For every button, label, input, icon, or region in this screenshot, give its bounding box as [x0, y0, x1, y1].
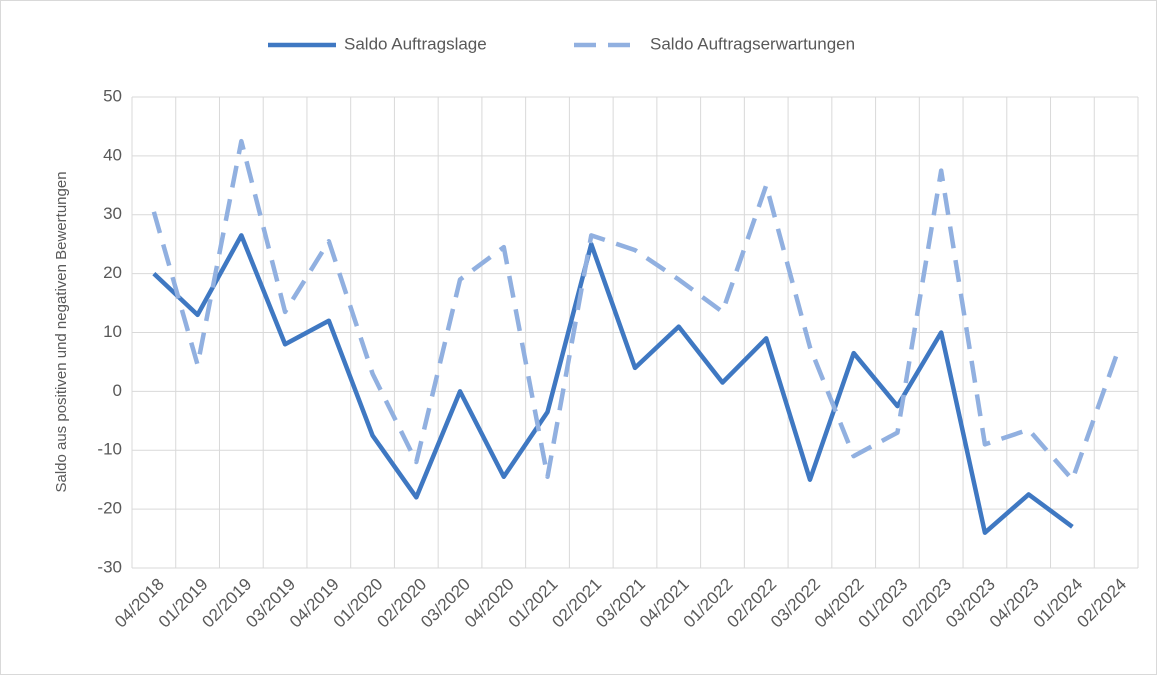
line-series: [151, 138, 1119, 482]
y-tick-label: -30: [97, 557, 122, 576]
y-tick-label: 10: [103, 322, 122, 341]
y-tick-label: -10: [97, 440, 122, 459]
y-tick-label: 20: [103, 263, 122, 282]
line-series: [152, 233, 1074, 535]
y-tick-label: 30: [103, 204, 122, 223]
y-tick-label: 0: [113, 381, 122, 400]
legend-label: Saldo Auftragserwartungen: [650, 34, 855, 53]
y-axis-label: Saldo aus positiven und negativen Bewert…: [53, 171, 70, 492]
legend-label: Saldo Auftragslage: [344, 34, 487, 53]
y-tick-label: -20: [97, 499, 122, 518]
y-tick-label: 50: [103, 86, 122, 105]
y-tick-label: 40: [103, 145, 122, 164]
